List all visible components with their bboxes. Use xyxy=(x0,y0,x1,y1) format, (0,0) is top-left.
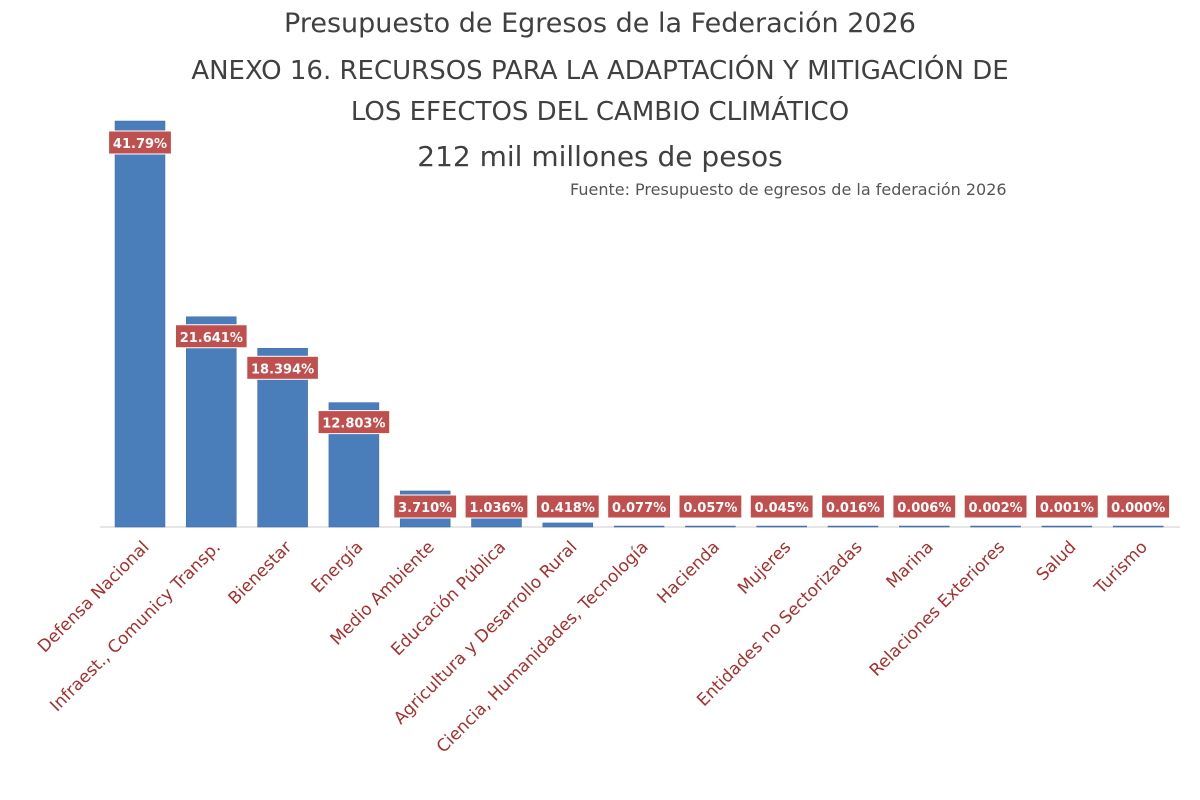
data-label-background xyxy=(678,494,743,519)
bar xyxy=(827,525,879,528)
data-label: 12.803% xyxy=(322,417,385,432)
category-label: Hacienda xyxy=(653,537,724,608)
data-label-background xyxy=(317,410,391,435)
category-label: Relaciones Exteriores xyxy=(866,537,1009,680)
data-label: 0.057% xyxy=(683,501,737,516)
data-label: 21.641% xyxy=(180,331,243,346)
data-label-background xyxy=(963,494,1028,519)
data-label-background xyxy=(749,494,814,519)
data-label: 0.002% xyxy=(969,501,1023,516)
category-label: Energía xyxy=(308,537,368,597)
bar xyxy=(685,525,736,528)
data-label: 0.418% xyxy=(541,501,595,516)
data-label: 0.001% xyxy=(1040,501,1094,516)
data-label: 0.000% xyxy=(1111,501,1165,516)
data-label: 3.710% xyxy=(398,501,452,516)
chart-subtitle-amount: 212 mil millones de pesos xyxy=(417,140,783,173)
bar xyxy=(114,120,166,528)
bar xyxy=(756,525,807,528)
data-label: 41.79% xyxy=(113,137,167,152)
category-label: Turismo xyxy=(1090,537,1152,599)
data-label-background xyxy=(393,494,458,519)
data-label: 0.077% xyxy=(612,501,666,516)
bar xyxy=(613,525,665,528)
data-label-background xyxy=(108,130,172,155)
bar xyxy=(970,525,1021,528)
bar xyxy=(542,522,594,528)
data-label: 1.036% xyxy=(469,501,523,516)
bar xyxy=(1112,525,1164,528)
data-label-background xyxy=(535,494,600,519)
category-label: Mujeres xyxy=(734,537,795,598)
data-label: 0.045% xyxy=(755,501,809,516)
data-label: 0.016% xyxy=(826,501,880,516)
data-label-background xyxy=(892,494,957,519)
data-label-background xyxy=(607,494,672,519)
bar xyxy=(186,316,237,528)
chart-source-note: Fuente: Presupuesto de egresos de la fed… xyxy=(570,180,1007,199)
data-label-background xyxy=(1106,494,1171,519)
data-label-background xyxy=(175,324,248,349)
data-label-background xyxy=(821,494,885,519)
category-label: Salud xyxy=(1033,537,1081,585)
data-label: 18.394% xyxy=(251,362,314,377)
category-label: Marina xyxy=(883,537,938,592)
data-label-background xyxy=(246,355,319,380)
chart-title-line-2: ANEXO 16. RECURSOS PARA LA ADAPTACIÓN Y … xyxy=(191,56,1009,86)
data-label-background xyxy=(1035,494,1099,519)
chart-title-line-1: Presupuesto de Egresos de la Federación … xyxy=(284,8,916,39)
data-label-background xyxy=(464,494,529,519)
chart-title-line-3: LOS EFECTOS DEL CAMBIO CLIMÁTICO xyxy=(350,97,850,127)
data-label: 0.006% xyxy=(897,501,951,516)
bar xyxy=(1041,525,1093,528)
bar xyxy=(899,525,950,528)
category-label: Bienestar xyxy=(225,537,296,608)
